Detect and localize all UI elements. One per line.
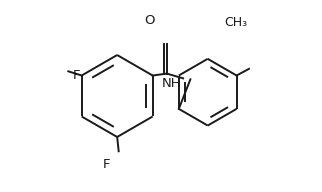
Text: F: F xyxy=(103,158,110,171)
Text: O: O xyxy=(145,14,155,27)
Text: F: F xyxy=(72,70,80,83)
Text: CH₃: CH₃ xyxy=(225,16,248,29)
Text: NH: NH xyxy=(162,77,182,90)
